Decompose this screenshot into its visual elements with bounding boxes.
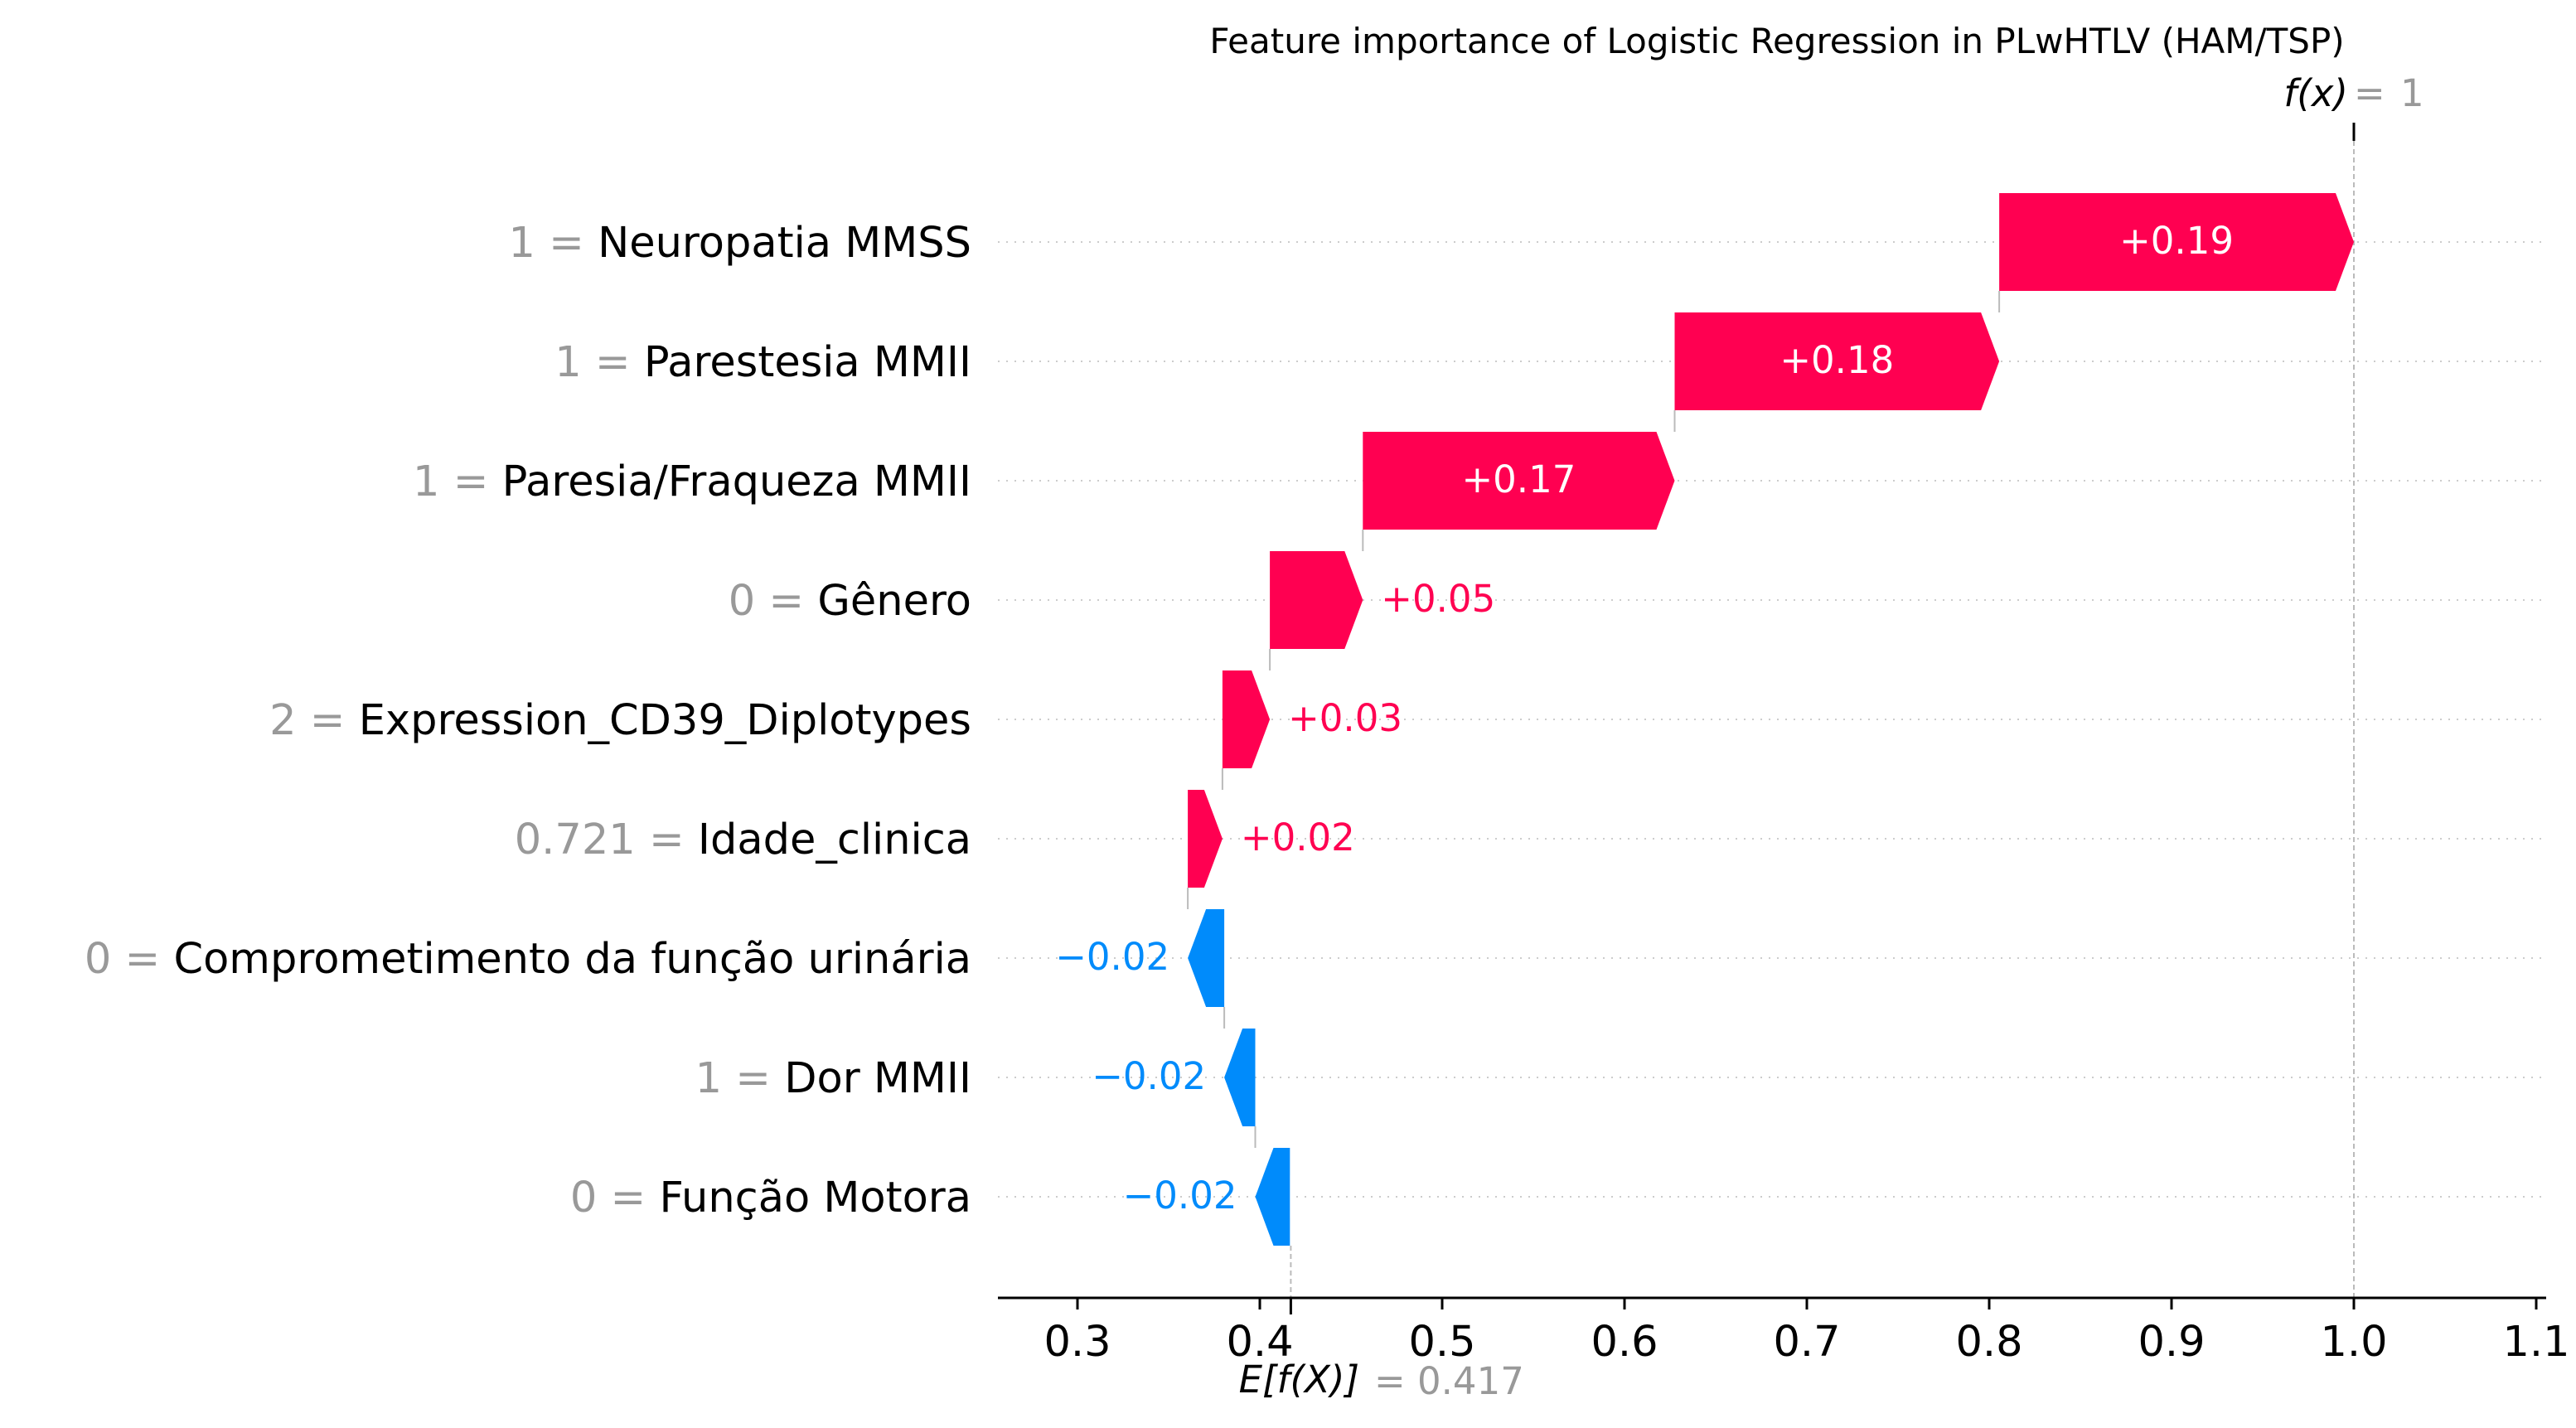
feature-label: 0.721 = Idade_clinica [515, 816, 971, 864]
feature-equals: = [755, 577, 817, 626]
feature-label: 0 = Função Motora [570, 1174, 971, 1222]
x-tick-label: 0.5 [1408, 1318, 1475, 1367]
feature-value: 1 [554, 338, 581, 387]
x-tick-label: 0.4 [1226, 1318, 1293, 1367]
feature-equals: = [597, 1174, 659, 1222]
feature-equals: = [439, 457, 501, 506]
guide-lines [1187, 123, 2356, 1298]
negative-bar [1188, 909, 1225, 1007]
contribution-label: −0.02 [1092, 1054, 1206, 1098]
ex-annotation: E[f(X)] = 0.417 [1239, 1358, 1524, 1403]
x-tick-label: 0.9 [2138, 1318, 2205, 1367]
feature-value: 0 [570, 1174, 597, 1222]
feature-name: Dor MMII [784, 1054, 971, 1103]
feature-label: 1 = Dor MMII [695, 1054, 971, 1103]
x-axis: 0.3 0.4 0.5 0.6 0.7 0.8 0.9 1.0 1.1 [998, 1296, 2570, 1367]
feature-value: 0.721 [515, 816, 636, 864]
ex-label: E[f(X)] [1239, 1358, 1359, 1401]
ex-value: = [1374, 1359, 1406, 1403]
bars [1188, 193, 2354, 1246]
feature-equals: = [111, 935, 173, 984]
feature-name: Idade_clinica [698, 816, 971, 864]
feature-equals: = [297, 696, 359, 745]
feature-name: Gênero [817, 577, 971, 626]
feature-value: 1 [413, 457, 439, 506]
feature-label: 2 = Expression_CD39_Diplotypes [269, 696, 971, 745]
feature-value: 2 [269, 696, 296, 745]
contribution-labels: +0.19 +0.18 +0.17 +0.05 +0.03 +0.02 −0.02 −0.02… [1055, 219, 2234, 1217]
contribution-label: +0.19 [2119, 219, 2234, 263]
feature-equals: = [582, 338, 644, 387]
feature-name: Parestesia MMII [644, 338, 971, 387]
fx-value: = [2354, 71, 2385, 115]
x-tick-label: 0.3 [1043, 1318, 1111, 1367]
x-tick-label: 0.8 [1955, 1318, 2022, 1367]
contribution-label: +0.02 [1241, 816, 1355, 859]
positive-bar [1270, 551, 1363, 649]
feature-label: 1 = Paresia/Fraqueza MMII [413, 457, 971, 506]
positive-bar [1363, 432, 1675, 530]
contribution-label: +0.05 [1381, 577, 1495, 621]
fx-label: f(x) [2283, 71, 2348, 115]
negative-bar [1255, 1148, 1290, 1246]
feature-label: 1 = Neuropatia MMSS [508, 219, 971, 268]
feature-name: Paresia/Fraqueza MMII [502, 457, 971, 506]
x-tick-label: 1.0 [2320, 1318, 2387, 1367]
feature-equals: = [636, 816, 698, 864]
fx-value-number: 1 [2400, 71, 2424, 115]
positive-bar [1188, 790, 1223, 888]
contribution-label: +0.03 [1288, 696, 1402, 740]
contribution-label: −0.02 [1123, 1174, 1237, 1217]
feature-name: Comprometimento da função urinária [173, 935, 971, 984]
feature-value: 0 [85, 935, 111, 984]
feature-label: 1 = Parestesia MMII [554, 338, 971, 387]
contribution-label: +0.18 [1779, 338, 1894, 382]
feature-label: 0 = Gênero [729, 577, 971, 626]
positive-bar [1999, 193, 2354, 291]
feature-value: 0 [729, 577, 755, 626]
feature-equals: = [535, 219, 598, 268]
feature-value: 1 [508, 219, 535, 268]
fx-annotation: f(x) = 1 [2283, 71, 2423, 115]
contribution-label: +0.17 [1461, 457, 1576, 501]
negative-bar [1224, 1029, 1256, 1126]
feature-label: 0 = Comprometimento da função urinária [85, 935, 971, 984]
feature-name: Neuropatia MMSS [598, 219, 971, 268]
positive-bar [1674, 312, 2000, 410]
chart-title: Feature importance of Logistic Regressio… [1209, 21, 2344, 61]
contribution-label: −0.02 [1055, 935, 1169, 979]
x-tick-label: 0.6 [1591, 1318, 1658, 1367]
feature-name: Expression_CD39_Diplotypes [359, 696, 971, 745]
feature-name: Função Motora [659, 1174, 971, 1222]
feature-equals: = [722, 1054, 784, 1103]
x-tick-label: 0.7 [1773, 1318, 1840, 1367]
ex-value-number: 0.417 [1417, 1359, 1524, 1403]
x-tick-label: 1.1 [2502, 1318, 2569, 1367]
positive-bar [1222, 670, 1271, 768]
feature-value: 1 [695, 1054, 722, 1103]
